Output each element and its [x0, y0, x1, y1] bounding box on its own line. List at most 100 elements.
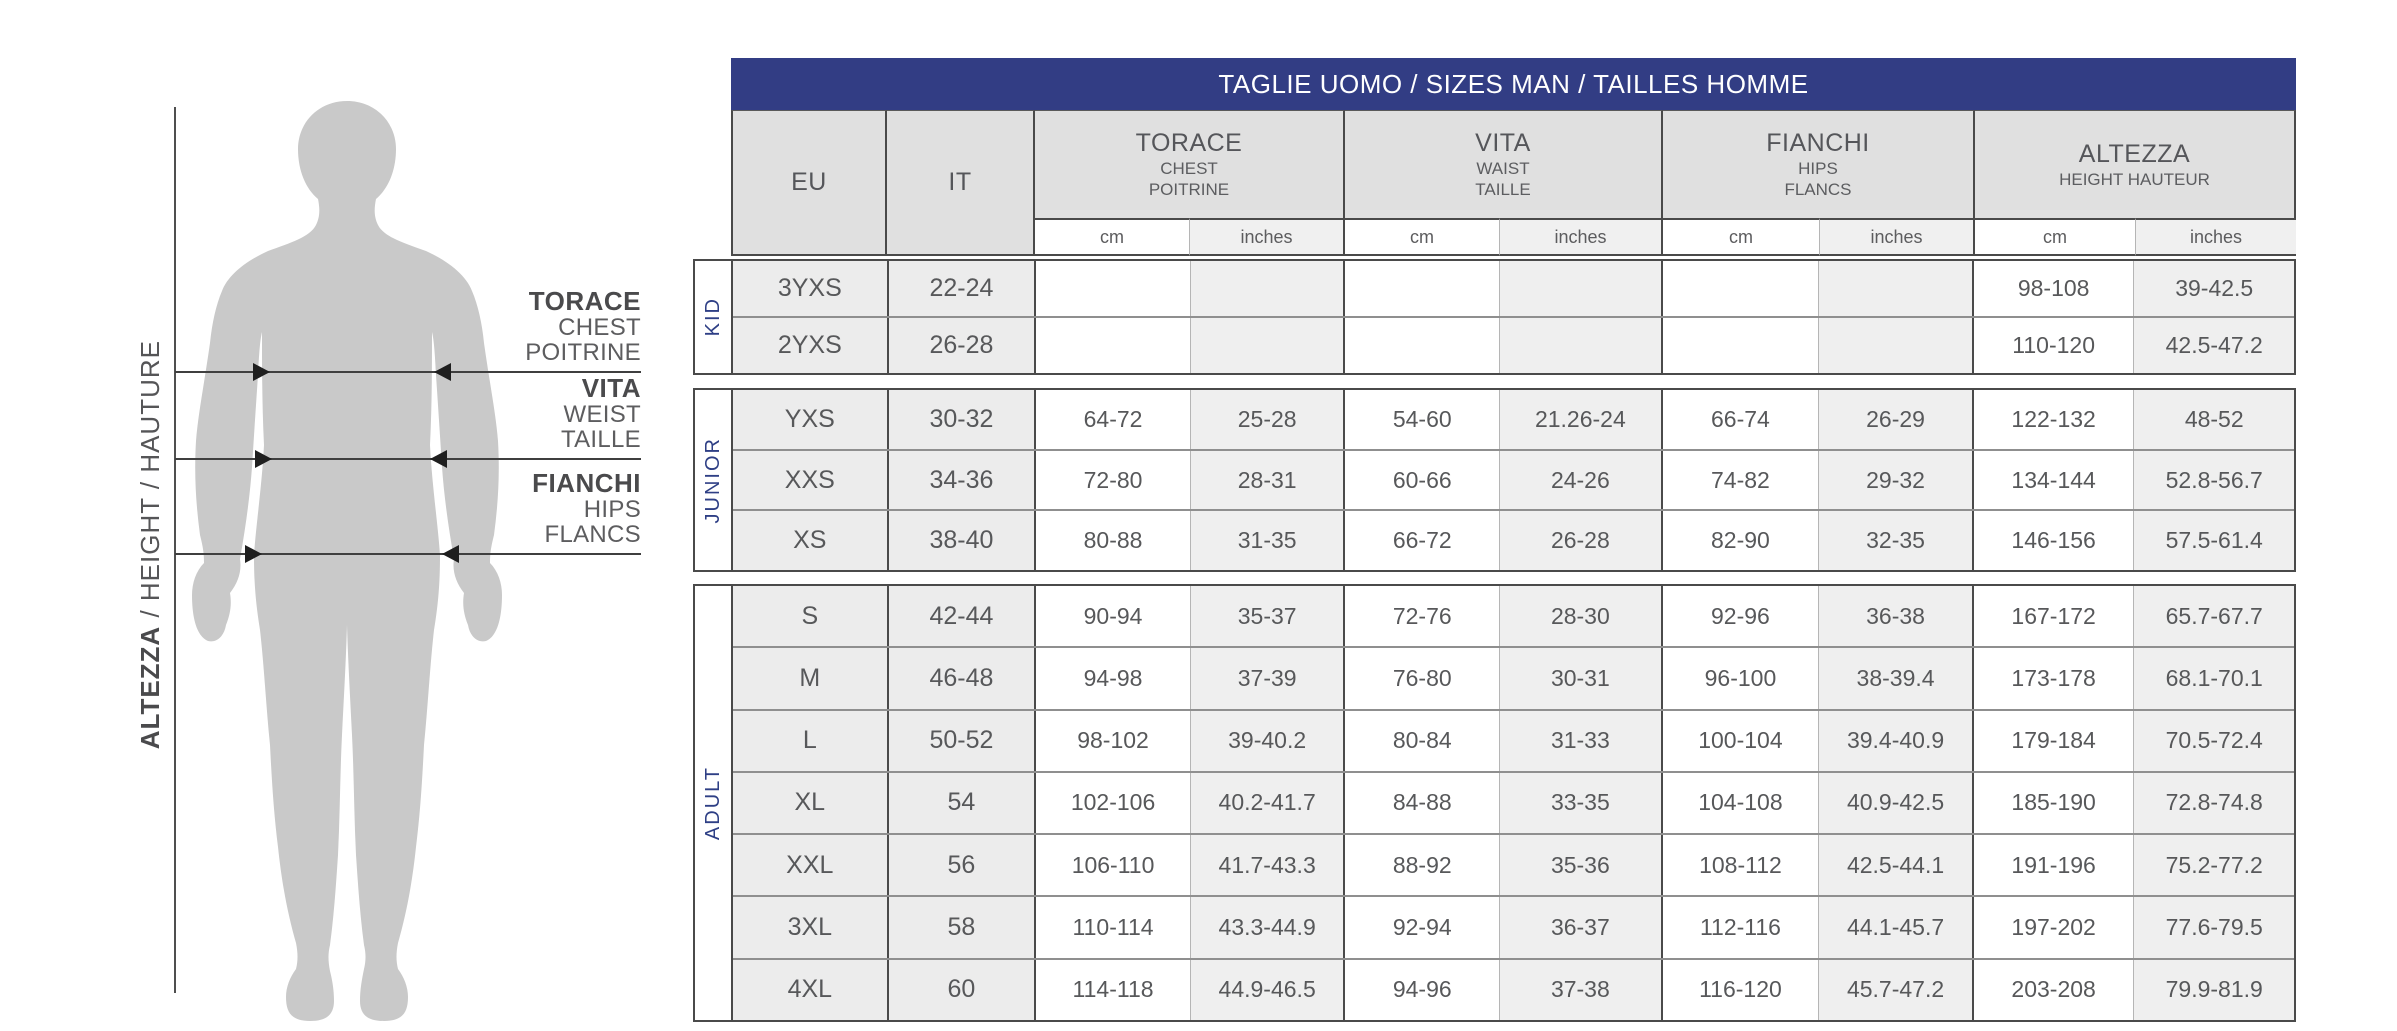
unit-inches-label: inches [1500, 218, 1663, 256]
table-row: S 42-44 90-94 35-37 72-76 28-30 92-96 36-38 167-… [733, 586, 2295, 649]
cell-value: 52.8-56.7 [2134, 450, 2295, 510]
cell-it-size: 56 [888, 835, 1037, 896]
cell-value: 26-28 [1500, 511, 1663, 571]
cell-eu-size: 4XL [733, 959, 889, 1020]
cell-value: 45.7-47.2 [1819, 959, 1974, 1020]
hips-label-en: HIPS [583, 496, 641, 523]
column-header-height: ALTEZZA HEIGHT HAUTEUR [1975, 110, 2296, 218]
chest-header-fr: POITRINE [1148, 180, 1230, 199]
cell-value: 110-114 [1036, 897, 1191, 958]
hips-arrow-right [442, 545, 459, 563]
cell-value: 100-104 [1662, 710, 1820, 771]
cell-value: 68.1-70.1 [2134, 648, 2295, 709]
cell-value: 28-31 [1190, 450, 1346, 510]
section-label: ADULT [695, 586, 733, 1020]
cell-value: 43.3-44.9 [1190, 897, 1346, 958]
cell-value: 54-60 [1345, 390, 1501, 449]
unit-cm-label: cm [1663, 218, 1820, 256]
height-header-primary: ALTEZZA [2078, 139, 2191, 168]
unit-cm-label: cm [1035, 218, 1190, 256]
cell-value [1819, 261, 1974, 316]
hips-label: FIANCHI HIPS FLANCS [532, 470, 641, 548]
column-header-it: IT [887, 110, 1035, 256]
cell-value: 29-32 [1819, 450, 1974, 510]
cell-value: 108-112 [1662, 835, 1820, 896]
cell-value: 42.5-47.2 [2134, 318, 2295, 373]
cell-value: 80-84 [1345, 710, 1501, 771]
cell-value: 33-35 [1500, 772, 1663, 834]
cell-value: 102-106 [1036, 772, 1191, 834]
waist-header-primary: VITA [1475, 129, 1531, 157]
cell-value: 30-31 [1500, 648, 1663, 709]
chest-measure-line [175, 371, 641, 373]
table-row: L 50-52 98-102 39-40.2 80-84 31-33 100-104 39.4… [733, 710, 2295, 773]
cell-value: 80-88 [1036, 511, 1191, 571]
height-measure-line [174, 107, 176, 993]
cell-eu-size: YXS [733, 390, 889, 449]
waist-label-fr: TAILLE [560, 426, 641, 453]
section-label: JUNIOR [695, 390, 733, 570]
cell-it-size: 42-44 [888, 586, 1037, 647]
column-header-chest: TORACE CHEST POITRINE [1035, 110, 1345, 218]
height-label-primary: ALTEZZA [134, 626, 165, 750]
cell-value: 40.2-41.7 [1190, 772, 1346, 834]
it-header-label: IT [948, 168, 972, 196]
chest-header-primary: TORACE [1135, 129, 1243, 157]
table-title-bar: TAGLIE UOMO / SIZES MAN / TAILLES HOMME [731, 58, 2296, 110]
cell-value: 98-102 [1036, 710, 1191, 771]
cell-value: 122-132 [1973, 390, 2135, 449]
cell-value: 70.5-72.4 [2134, 710, 2295, 771]
cell-value: 110-120 [1973, 318, 2135, 373]
hips-label-fr: FLANCS [544, 521, 641, 548]
cell-eu-size: 2YXS [733, 318, 889, 373]
size-section-kid: KID 3YXS 22-24 98-108 39-42.5 2YXS 26-28 110-12… [693, 259, 2296, 375]
cell-value: 185-190 [1973, 772, 2135, 834]
cell-value: 44.1-45.7 [1819, 897, 1974, 958]
chest-arrow-right [434, 363, 451, 381]
waist-arrow-left [255, 450, 272, 468]
cell-value [1662, 318, 1820, 373]
waist-arrow-right [430, 450, 447, 468]
cell-it-size: 38-40 [888, 511, 1037, 571]
cell-value: 197-202 [1973, 897, 2135, 958]
chest-label-en: CHEST [558, 314, 641, 341]
cell-value: 39.4-40.9 [1819, 710, 1974, 771]
cell-value: 64-72 [1036, 390, 1191, 449]
cell-value: 60-66 [1345, 450, 1501, 510]
cell-value: 40.9-42.5 [1819, 772, 1974, 834]
cell-value [1036, 318, 1191, 373]
cell-value [1662, 261, 1820, 316]
section-label: KID [695, 261, 733, 373]
hips-arrow-left [245, 545, 262, 563]
cell-value: 146-156 [1973, 511, 2135, 571]
cell-value: 92-96 [1662, 586, 1820, 647]
cell-eu-size: 3XL [733, 897, 889, 958]
cell-value: 96-100 [1662, 648, 1820, 709]
cell-value: 21.26-24 [1500, 390, 1663, 449]
hips-header-fr: FLANCS [1784, 180, 1852, 199]
table-row: 2YXS 26-28 110-120 42.5-47.2 [733, 318, 2295, 373]
waist-header-fr: TAILLE [1475, 180, 1531, 199]
cell-value: 92-94 [1345, 897, 1501, 958]
cell-value: 26-29 [1819, 390, 1974, 449]
column-header-waist: VITA WAIST TAILLE [1345, 110, 1663, 218]
cell-value: 24-26 [1500, 450, 1663, 510]
cell-value: 82-90 [1662, 511, 1820, 571]
cell-value: 35-37 [1190, 586, 1346, 647]
cell-it-size: 46-48 [888, 648, 1037, 709]
waist-measure-line [175, 458, 641, 460]
cell-value: 84-88 [1345, 772, 1501, 834]
cell-value: 104-108 [1662, 772, 1820, 834]
cell-value: 173-178 [1973, 648, 2135, 709]
column-header-hips: FIANCHI HIPS FLANCS [1663, 110, 1975, 218]
cell-it-size: 58 [888, 897, 1037, 958]
height-header-en-fr: HEIGHT HAUTEUR [2059, 169, 2210, 189]
cell-value: 90-94 [1036, 586, 1191, 647]
cell-value [1036, 261, 1191, 316]
cell-value [1345, 318, 1501, 373]
eu-header-label: EU [791, 168, 827, 196]
hips-header-en: HIPS [1798, 159, 1838, 178]
cell-value: 36-38 [1819, 586, 1974, 647]
cell-value: 72-80 [1036, 450, 1191, 510]
